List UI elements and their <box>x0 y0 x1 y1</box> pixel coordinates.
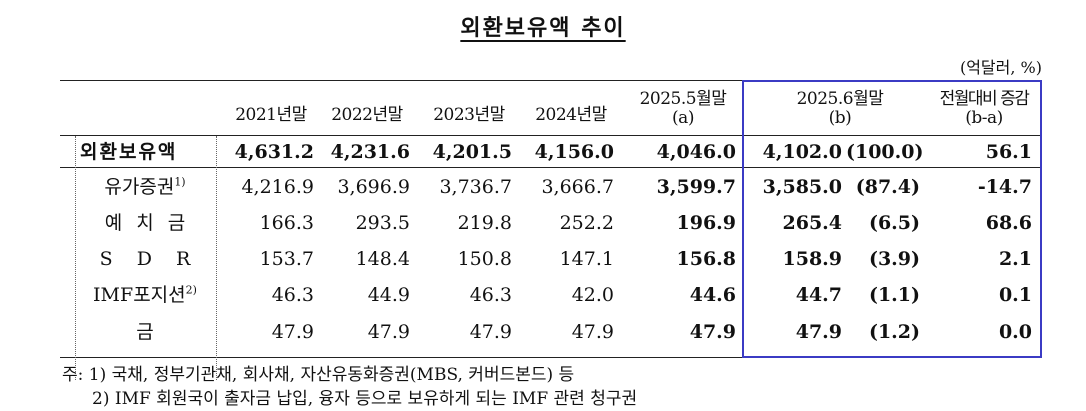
cell-jun: 158.9 <box>782 248 843 270</box>
header-change: 전월대비 증감 <box>939 89 1030 109</box>
cell-may: 44.6 <box>689 284 736 306</box>
cell-2024: 147.1 <box>559 248 614 270</box>
table-top-rule <box>60 80 1042 81</box>
cell-2024: 42.0 <box>571 284 614 306</box>
row-label: S D R <box>99 248 191 270</box>
header-may-2025: 2025.5월말 <box>639 89 727 109</box>
cell-2022: 148.4 <box>355 248 410 270</box>
cell-2023: 3,736.7 <box>439 176 512 198</box>
row-label-wrap: 유가증권1) <box>80 172 210 202</box>
cell-2024: 47.9 <box>571 321 614 343</box>
cell-jun: 47.9 <box>795 321 842 343</box>
header-2024: 2024년말 <box>535 105 607 125</box>
cell-jun: 265.4 <box>782 212 843 234</box>
cell-2023: 47.9 <box>469 321 512 343</box>
cell-share: (3.9) <box>868 248 920 270</box>
cell-2023: 150.8 <box>457 248 512 270</box>
cell-share: (1.1) <box>868 284 920 306</box>
cell-2023: 219.8 <box>457 212 512 234</box>
cell-2022: 3,696.9 <box>337 176 410 198</box>
header-2023: 2023년말 <box>433 105 505 125</box>
cell-2022: 47.9 <box>367 321 410 343</box>
cell-jun: 3,585.0 <box>762 176 842 198</box>
cell-share: (87.4) <box>855 176 920 198</box>
cell-2021: 166.3 <box>259 212 314 234</box>
cell-2021: 153.7 <box>259 248 314 270</box>
cell-2022: 4,231.6 <box>330 141 410 163</box>
unit-label: (억달러, %) <box>959 58 1042 77</box>
table-title: 외환보유액 추이 <box>460 15 626 41</box>
header-jun-2025: 2025.6월말 <box>796 89 884 109</box>
table-bottom-rule <box>60 357 1042 358</box>
cell-may: 156.8 <box>676 248 737 270</box>
cell-2023: 46.3 <box>469 284 512 306</box>
row-label: IMF포지션 <box>93 284 186 306</box>
cell-change: 0.1 <box>998 284 1032 306</box>
header-2021: 2021년말 <box>235 105 307 125</box>
cell-change: 68.6 <box>985 212 1032 234</box>
table-row: 예 치 금 166.3 293.5 219.8 252.2 196.9 265.… <box>60 208 1042 238</box>
label-left-separator <box>75 136 76 380</box>
cell-2021: 4,216.9 <box>241 176 314 198</box>
cell-may: 196.9 <box>676 212 737 234</box>
cell-2021: 46.3 <box>271 284 314 306</box>
label-right-separator <box>216 136 217 380</box>
footnote-2: 2) IMF 회원국이 출자금 납입, 융자 등으로 보유하게 되는 IMF 관… <box>92 389 638 409</box>
table-row: 외환보유액 4,631.2 4,231.6 4,201.5 4,156.0 4,… <box>60 137 1042 167</box>
footnote-ref: 1) <box>174 175 186 189</box>
header-2022: 2022년말 <box>331 105 403 125</box>
cell-2024: 3,666.7 <box>541 176 614 198</box>
table-row: 금 47.9 47.9 47.9 47.9 47.9 47.9 (1.2) 0.… <box>60 317 1042 347</box>
cell-share: (6.5) <box>868 212 920 234</box>
cell-jun: 4,102.0 <box>762 141 842 163</box>
cell-2021: 4,631.2 <box>234 141 314 163</box>
cell-share: (100.0) <box>846 141 924 163</box>
row-label: 금 <box>136 321 154 343</box>
cell-2022: 293.5 <box>355 212 410 234</box>
cell-change: 0.0 <box>998 321 1032 343</box>
table-row: S D R 153.7 148.4 150.8 147.1 156.8 158.… <box>60 244 1042 274</box>
row-label: 예 치 금 <box>104 212 186 234</box>
cell-may: 4,046.0 <box>656 141 736 163</box>
header-jun-2025-sub: (b) <box>828 108 852 128</box>
june-highlight-box <box>742 80 1042 358</box>
header-may-2025-sub: (a) <box>672 108 694 128</box>
cell-change: 2.1 <box>998 248 1032 270</box>
row-label-wrap: IMF포지션2) <box>80 280 210 310</box>
cell-2024: 252.2 <box>559 212 614 234</box>
cell-jun: 44.7 <box>795 284 842 306</box>
cell-2022: 44.9 <box>367 284 410 306</box>
cell-share: (1.2) <box>868 321 920 343</box>
cell-2023: 4,201.5 <box>432 141 512 163</box>
table-row: 유가증권1) 4,216.9 3,696.9 3,736.7 3,666.7 3… <box>60 172 1042 202</box>
table-row: IMF포지션2) 46.3 44.9 46.3 42.0 44.6 44.7 (… <box>60 280 1042 310</box>
row-label: 유가증권 <box>104 176 175 198</box>
cell-may: 3,599.7 <box>656 176 736 198</box>
cell-2021: 47.9 <box>271 321 314 343</box>
cell-may: 47.9 <box>689 321 736 343</box>
header-change-sub: (b-a) <box>965 108 1003 128</box>
cell-change: -14.7 <box>977 176 1032 198</box>
total-row-bottom-rule <box>60 167 1042 168</box>
cell-change: 56.1 <box>985 141 1032 163</box>
row-label: 외환보유액 <box>80 141 178 163</box>
cell-2024: 4,156.0 <box>534 141 614 163</box>
header-bottom-rule <box>60 135 1042 136</box>
footnote-1: 주: 1) 국채, 정부기관채, 회사채, 자산유동화증권(MBS, 커버드본드… <box>62 365 575 385</box>
footnote-ref: 2) <box>185 283 197 297</box>
